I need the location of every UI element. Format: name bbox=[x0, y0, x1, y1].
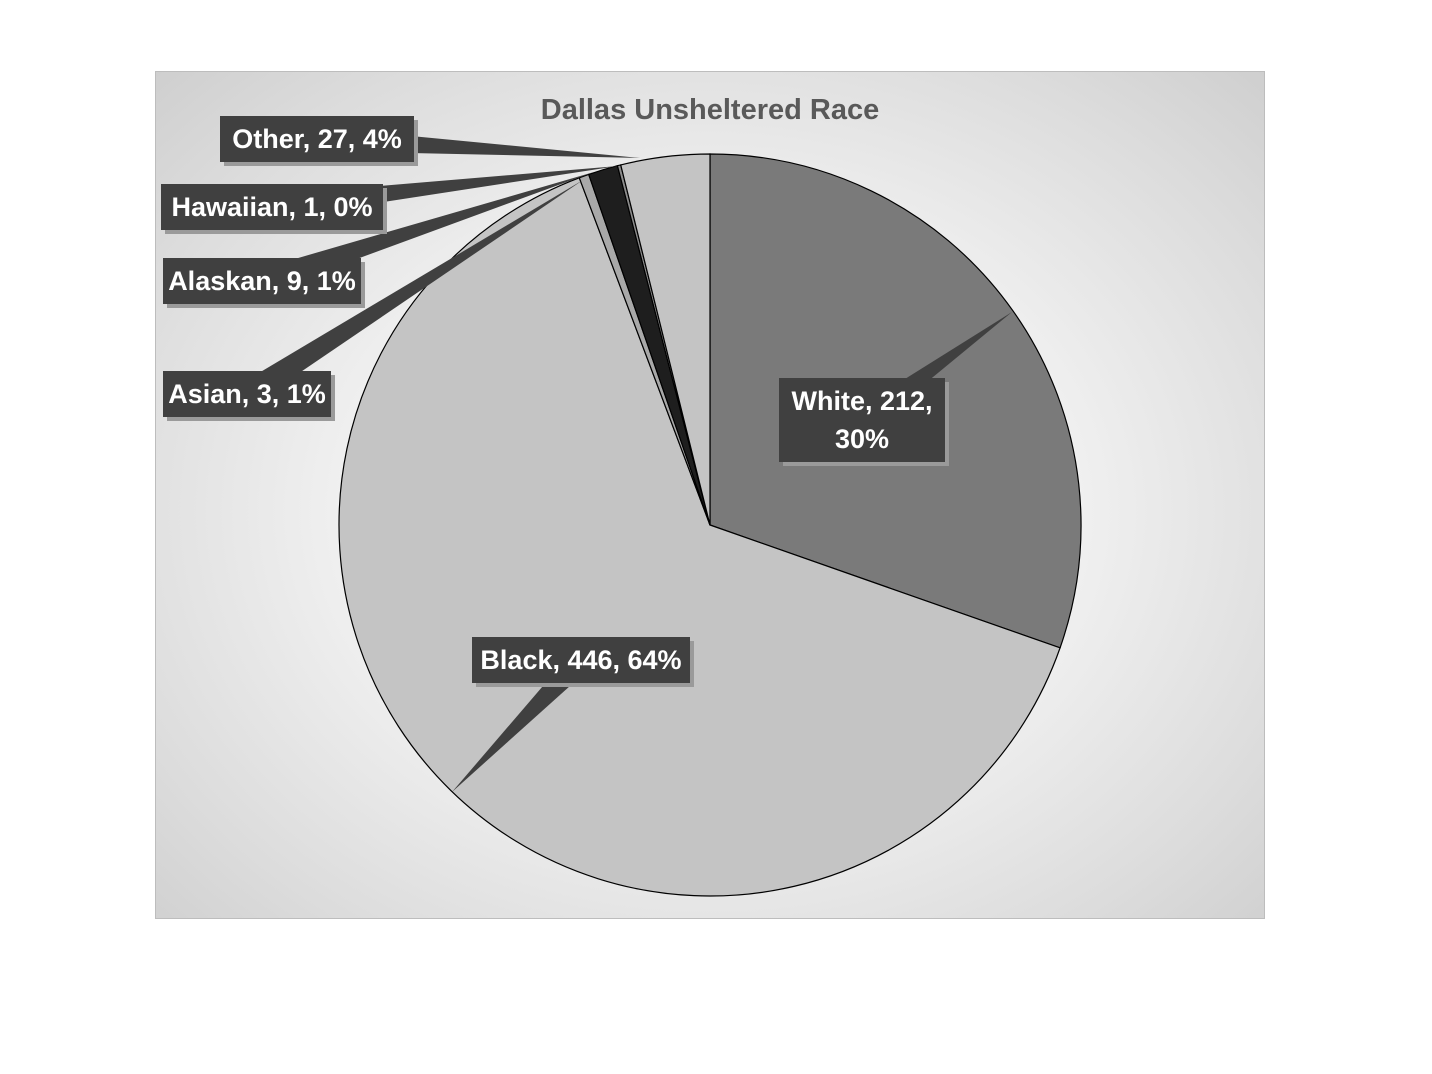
data-label-box-other bbox=[220, 116, 414, 162]
data-label-box-white bbox=[779, 378, 945, 462]
data-labels: White, 212, 30% Black, 446, 64% Asian, 3, 1… bbox=[161, 116, 1012, 792]
data-label-other: Other, 27, 4% bbox=[232, 124, 402, 154]
data-label-hawaiian: Hawaiian, 1, 0% bbox=[171, 192, 372, 222]
data-label-white: White, 212, 30% bbox=[791, 386, 932, 454]
data-label-asian: Asian, 3, 1% bbox=[168, 379, 326, 409]
data-label-box-black bbox=[472, 637, 690, 683]
leader-line-asian bbox=[240, 180, 583, 405]
chart-title: Dallas Unsheltered Race bbox=[541, 94, 879, 126]
data-label-box-hawaiian bbox=[161, 184, 383, 230]
pie-slice-other bbox=[619, 153, 711, 526]
data-label-alaskan: Alaskan, 9, 1% bbox=[168, 266, 356, 296]
data-label-black: Black, 446, 64% bbox=[480, 645, 681, 675]
data-label-box-alaskan bbox=[163, 258, 361, 304]
data-label-box-asian bbox=[163, 371, 331, 417]
